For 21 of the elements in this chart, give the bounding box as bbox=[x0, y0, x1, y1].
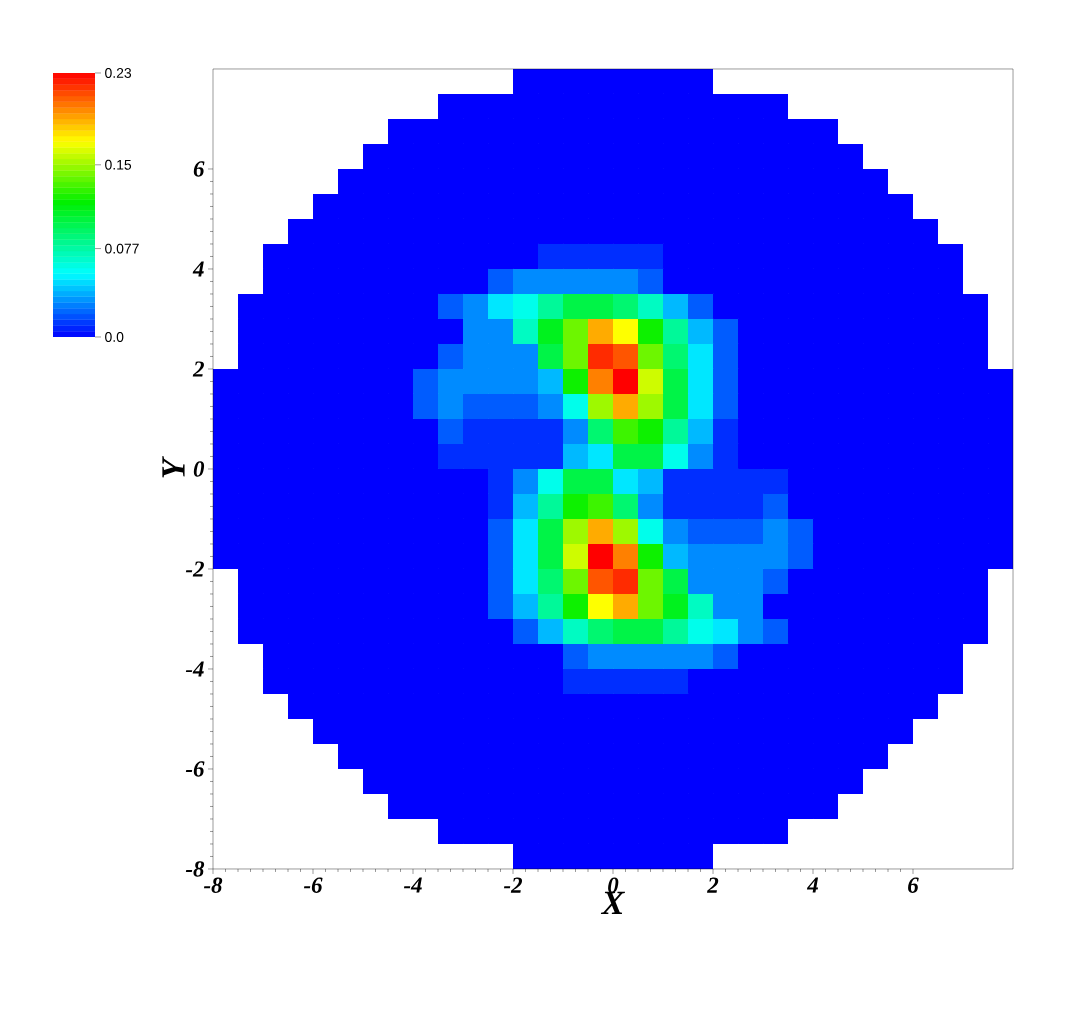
y-axis-title: Y bbox=[162, 456, 185, 478]
y-tick-label: -4 bbox=[185, 661, 204, 677]
y-tick-label: 6 bbox=[193, 161, 205, 177]
x-tick-label: -6 bbox=[303, 877, 323, 893]
y-tick-label: -2 bbox=[185, 561, 204, 577]
y-tick-label: -6 bbox=[185, 761, 205, 777]
x-tick-label: 2 bbox=[707, 877, 719, 893]
y-tick-label: 4 bbox=[192, 261, 204, 277]
x-tick-label: -8 bbox=[203, 877, 223, 893]
color-bar-label: 0.23 bbox=[105, 68, 132, 78]
x-tick-label: 4 bbox=[806, 877, 819, 893]
y-tick-label: 0 bbox=[193, 461, 205, 477]
y-tick-label: -8 bbox=[185, 861, 205, 877]
y-tick-label: 2 bbox=[192, 361, 204, 377]
x-tick-label: -4 bbox=[403, 877, 422, 893]
color-bar-label: 0.15 bbox=[105, 159, 132, 170]
x-axis-title: X bbox=[600, 891, 626, 914]
x-tick-label: 6 bbox=[908, 877, 919, 893]
color-bar-label: 0.077 bbox=[105, 243, 139, 254]
color-bar-label: 0.0 bbox=[105, 332, 124, 342]
x-tick-label: -2 bbox=[503, 877, 523, 893]
